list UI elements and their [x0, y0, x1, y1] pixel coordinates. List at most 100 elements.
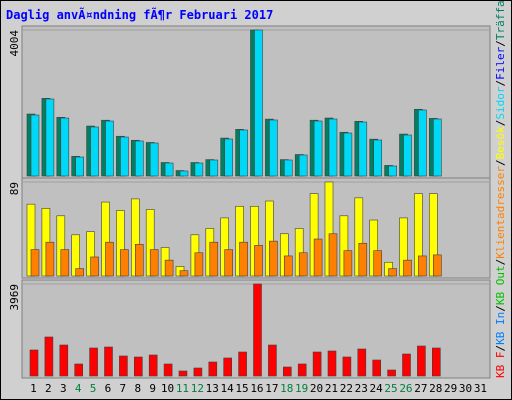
- bar: [269, 119, 278, 177]
- y-tick-label: 3969: [8, 284, 21, 311]
- x-tick-label: 27: [414, 382, 427, 395]
- bar: [75, 268, 84, 277]
- bar: [387, 369, 396, 377]
- legend-label: Filer: [494, 46, 507, 79]
- bar: [104, 346, 113, 377]
- bar: [358, 242, 368, 277]
- bar: [135, 244, 144, 277]
- bar: [30, 114, 40, 177]
- y-tick-label: 4004: [8, 30, 21, 57]
- x-tick-label: 19: [295, 382, 308, 395]
- x-tick-label: 16: [250, 382, 263, 395]
- x-tick-label: 1: [30, 382, 37, 395]
- bar: [148, 354, 158, 377]
- bar: [209, 159, 219, 177]
- bar: [268, 344, 277, 377]
- bar: [60, 117, 70, 177]
- bar: [327, 350, 337, 377]
- x-tick-label: 23: [355, 382, 368, 395]
- x-tick-label: 13: [206, 382, 219, 395]
- bar: [164, 259, 174, 277]
- bar: [29, 349, 39, 377]
- bar: [105, 120, 114, 177]
- legend-separator: /: [494, 345, 507, 352]
- bar: [90, 126, 99, 177]
- bar: [418, 255, 427, 277]
- x-tick-label: 17: [265, 382, 278, 395]
- bar: [269, 240, 278, 277]
- x-tick-label: 12: [191, 382, 204, 395]
- x-tick-label: 20: [310, 382, 323, 395]
- x-tick-label: 21: [325, 382, 338, 395]
- x-tick-label: 28: [429, 382, 442, 395]
- bar: [298, 154, 308, 177]
- bar: [388, 165, 397, 177]
- x-tick-label: 5: [90, 382, 97, 395]
- x-tick-label: 3: [60, 382, 67, 395]
- bar: [194, 252, 204, 277]
- bar: [238, 351, 247, 377]
- bar: [179, 170, 189, 177]
- bar: [298, 252, 308, 277]
- legend-label: KB Out: [494, 265, 507, 305]
- bar: [373, 250, 383, 277]
- bar: [357, 348, 367, 377]
- x-tick-label: 24: [370, 382, 384, 395]
- x-tick-label: 22: [340, 382, 353, 395]
- x-tick-label: 31: [474, 382, 487, 395]
- legend-label: KB In: [494, 312, 507, 345]
- bar: [418, 109, 427, 177]
- bar: [44, 336, 54, 377]
- bar: [313, 238, 323, 277]
- bar: [30, 249, 40, 277]
- legend-separator: /: [494, 159, 507, 166]
- bar: [208, 361, 218, 377]
- x-tick-label: 18: [280, 382, 293, 395]
- bar: [282, 366, 292, 377]
- bar: [209, 241, 219, 277]
- bar: [134, 356, 143, 377]
- bar: [223, 357, 232, 377]
- bar: [402, 353, 411, 377]
- bar: [297, 363, 307, 377]
- legend-label: Sidor: [494, 86, 507, 119]
- bar: [60, 249, 70, 277]
- bar: [135, 140, 144, 177]
- x-tick-label: 15: [235, 382, 248, 395]
- bar: [432, 254, 442, 277]
- legend-label: Besök: [494, 126, 507, 159]
- bar: [149, 142, 159, 177]
- y-tick-label: 89: [8, 182, 21, 195]
- legend-separator: /: [494, 120, 507, 127]
- chart-title: Daglig anvÃ¤ndning fÃ¶r Februari 2017: [6, 7, 273, 22]
- x-tick-label: 4: [75, 382, 82, 395]
- bar: [253, 283, 262, 377]
- x-tick-label: 9: [149, 382, 156, 395]
- bar: [105, 241, 114, 277]
- legend-separator: /: [494, 305, 507, 312]
- legend-label: KB F: [494, 352, 507, 379]
- bar: [194, 162, 204, 177]
- bar: [90, 256, 99, 277]
- bar: [179, 270, 189, 277]
- bar: [343, 250, 353, 277]
- bar: [254, 29, 263, 177]
- bar: [254, 245, 263, 277]
- bar: [224, 138, 233, 177]
- bar: [164, 162, 174, 177]
- x-tick-label: 2: [45, 382, 52, 395]
- bar: [342, 356, 352, 377]
- bar: [193, 367, 203, 377]
- bar: [239, 129, 248, 177]
- legend-separator: /: [494, 80, 507, 87]
- bar: [328, 118, 338, 177]
- bar: [163, 363, 173, 377]
- bar: [403, 134, 412, 177]
- bar: [45, 241, 55, 277]
- bar: [328, 233, 338, 277]
- bar: [59, 344, 69, 377]
- bar: [373, 139, 383, 177]
- bar: [45, 98, 55, 177]
- bar: [283, 255, 293, 277]
